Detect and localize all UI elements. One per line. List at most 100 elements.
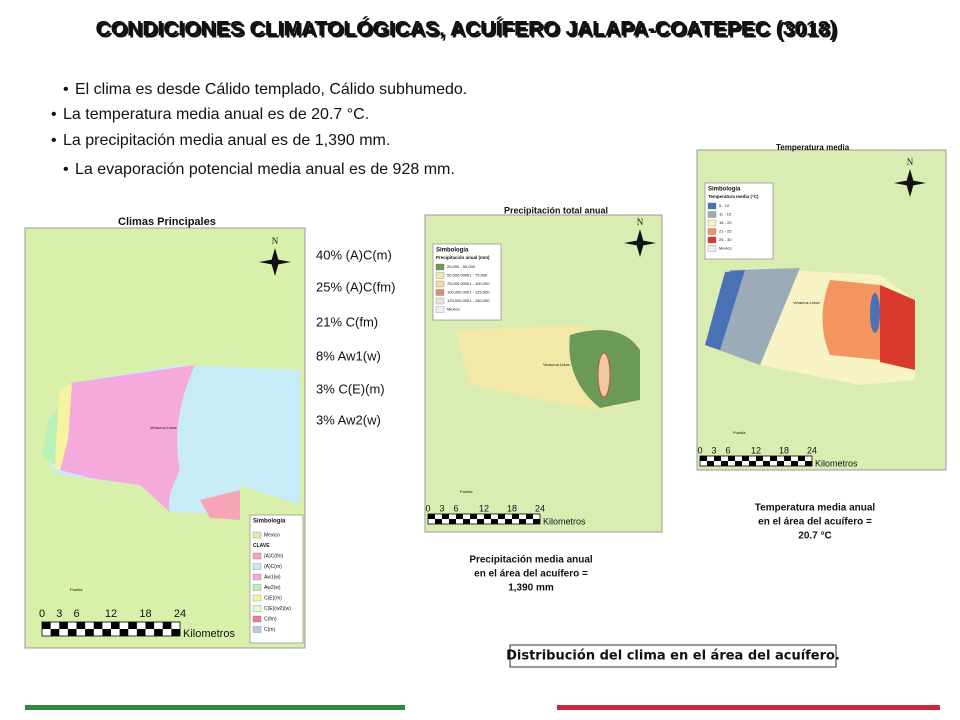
scale-label: 12 xyxy=(751,445,761,455)
region xyxy=(705,270,745,350)
legend-item: C(fm) xyxy=(264,616,277,622)
north-label: N xyxy=(637,217,644,227)
title-shadow: CONDICIONES CLIMATOLÓGICAS, ACUÍFERO JAL… xyxy=(98,19,839,43)
legend-item: C(E)(m) xyxy=(264,595,282,601)
map-caption: 1,390 mm xyxy=(508,583,554,594)
legend-item: (A)C(fm) xyxy=(264,553,283,559)
map-caption: en el área del acuífero = xyxy=(758,517,872,528)
climate-share: 3% Aw2(w) xyxy=(316,412,381,427)
legend-item: 5 - 10 xyxy=(719,203,730,208)
legend-item: 100,000.0001 - 125,000 xyxy=(447,290,490,295)
map-title: Precipitación total anual xyxy=(504,205,608,215)
scale-cell xyxy=(67,629,77,636)
bullet-dot: • xyxy=(63,161,69,178)
climate-share: 40% (A)C(m) xyxy=(316,247,392,262)
scale-cell xyxy=(742,456,749,461)
bullet: La temperatura media anual es de 20.7 °C… xyxy=(63,106,369,123)
legend-swatch xyxy=(252,615,262,623)
region xyxy=(822,280,880,360)
scale-cell xyxy=(770,456,777,461)
climas-map xyxy=(24,227,306,649)
map-caption: en el área del acuífero = xyxy=(474,569,588,580)
legend-swatch xyxy=(252,573,262,581)
scale-cell xyxy=(798,456,805,461)
scale-label: 12 xyxy=(105,608,117,620)
region xyxy=(200,490,240,520)
scale-cell xyxy=(484,514,491,519)
scale-cell xyxy=(154,629,163,636)
scale-cell xyxy=(777,461,784,466)
place-label: Veracruz-Llave xyxy=(150,425,177,430)
legend-swatch xyxy=(435,306,445,313)
legend-swatch xyxy=(707,236,717,244)
legend-title: Simbologia xyxy=(708,187,741,193)
region xyxy=(597,352,611,398)
scale-cell xyxy=(85,629,94,636)
scale-label: 24 xyxy=(807,445,817,455)
scale-label: 6 xyxy=(453,503,458,513)
legend-swatch xyxy=(707,211,717,218)
legend-item: Aw1(w) xyxy=(264,574,281,580)
legend-item: C(m) xyxy=(264,627,275,633)
scale-unit: Kilometros xyxy=(543,516,586,526)
scale-cell xyxy=(428,514,435,519)
scale-cell xyxy=(449,519,456,524)
scale-cell xyxy=(707,461,714,466)
scale-unit: Kilometros xyxy=(815,458,858,468)
north-label: N xyxy=(272,236,279,246)
legend-subtitle: Precipitación anual (mm) xyxy=(436,255,490,260)
scale-label: 6 xyxy=(725,445,730,455)
place-label: Veracruz-Llave xyxy=(793,300,820,305)
scale-cell xyxy=(463,519,470,524)
scale-cell xyxy=(519,519,526,524)
legend-item: Aw2(w) xyxy=(264,585,281,591)
scale-label: 24 xyxy=(174,608,186,620)
scale-cell xyxy=(102,629,111,636)
scale-label: 18 xyxy=(139,608,151,620)
north-arrow xyxy=(894,169,926,197)
climate-share: 3% C(E)(m) xyxy=(316,381,385,396)
place-label: Puebla xyxy=(70,587,83,592)
legend-swatch xyxy=(252,605,262,612)
legend-swatch xyxy=(435,280,445,288)
region xyxy=(60,365,195,512)
title: CONDICIONES CLIMATOLÓGICAS, ACUÍFERO JAL… xyxy=(96,17,837,41)
legend-title: Simbologia xyxy=(436,248,469,254)
caption-box xyxy=(509,644,837,668)
scale-cell xyxy=(435,519,442,524)
scale-label: 6 xyxy=(73,608,79,620)
bullet: La evaporación potencial media anual es … xyxy=(75,161,455,178)
legend-item: Mexico xyxy=(719,246,732,251)
scale-cell xyxy=(162,622,172,629)
legend-swatch xyxy=(707,245,717,252)
scale-cell xyxy=(50,629,60,636)
scale-cell xyxy=(735,461,742,466)
legend-item: C(E)(w2)(w) xyxy=(264,606,291,612)
scale-label: 24 xyxy=(535,503,545,513)
scale-label: 18 xyxy=(779,445,789,455)
scale-cell xyxy=(721,461,728,466)
legend-item: 11 - 15 xyxy=(719,212,732,217)
region xyxy=(880,285,915,370)
scale-label: 0 xyxy=(697,445,702,455)
scale-cell xyxy=(477,519,484,524)
map-caption: 20.7 °C xyxy=(798,531,831,542)
climate-share: 21% C(fm) xyxy=(316,314,378,329)
legend-item: 26 - 30 xyxy=(719,237,732,242)
bullet-dot: • xyxy=(63,81,69,98)
legend-swatch xyxy=(252,531,262,539)
legend-item: Mexico xyxy=(264,532,280,538)
scale-label: 0 xyxy=(39,608,45,620)
legend-item: 25,000 - 50,000 xyxy=(447,264,476,269)
scale-label: 3 xyxy=(711,445,716,455)
scale-cell xyxy=(456,514,463,519)
legend-item: CLAVE xyxy=(253,543,270,549)
legend-swatch xyxy=(707,228,717,235)
place-label: Puebla xyxy=(460,489,473,494)
scale-cell xyxy=(128,622,137,629)
scale-cell xyxy=(512,514,519,519)
scale-cell xyxy=(76,622,86,629)
footer-caption: Distribución del clima en el área del ac… xyxy=(506,649,840,664)
map-title: Temperatura media xyxy=(776,143,850,152)
scale-cell xyxy=(171,629,180,636)
